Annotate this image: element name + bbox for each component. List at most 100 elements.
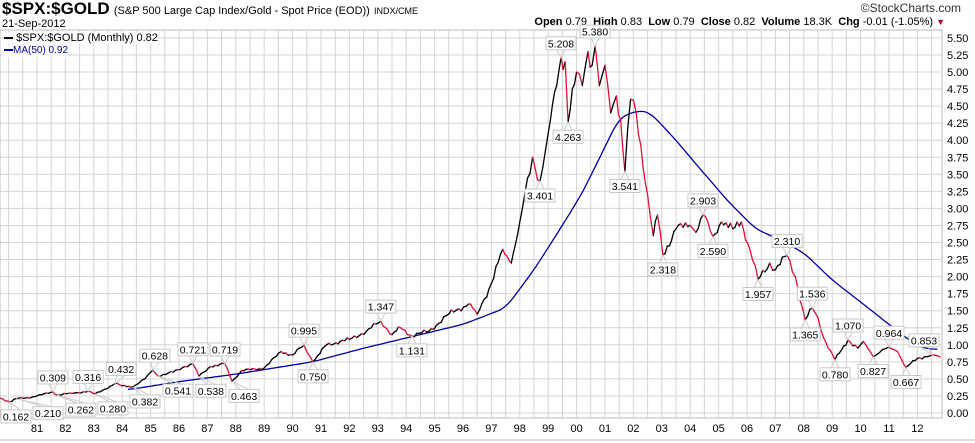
price-segment <box>529 156 534 174</box>
annotation-box <box>796 286 828 301</box>
annotation-label: 0.541 <box>165 386 191 398</box>
price-segment <box>692 228 697 233</box>
annotation-label: 0.667 <box>893 377 919 389</box>
x-tick-label: 86 <box>173 423 185 435</box>
price-segment <box>697 218 702 230</box>
price-segment <box>596 63 600 87</box>
price-segment <box>682 222 687 229</box>
annotation-pointer <box>150 361 160 372</box>
annotation-pointer <box>114 375 126 385</box>
price-annotation: 1.536 <box>796 286 828 310</box>
annotation-pointer <box>308 360 318 371</box>
price-segment <box>898 355 903 361</box>
annotation-label: 5.380 <box>582 27 608 39</box>
legend-price-label: $SPX:$GOLD (Monthly) 0.82 <box>16 32 158 44</box>
price-annotation: 1.957 <box>742 278 774 302</box>
price-segment <box>268 359 273 365</box>
annotation-label: 0.162 <box>3 411 29 423</box>
price-segment <box>901 359 905 366</box>
price-segment <box>581 67 586 87</box>
annotation-box <box>195 383 227 398</box>
price-segment <box>514 233 519 245</box>
annotation-label: 1.347 <box>368 302 394 314</box>
price-segment <box>460 306 465 312</box>
price-segment <box>144 374 149 380</box>
price-segment <box>229 374 233 383</box>
price-segment <box>849 341 854 347</box>
price-segment <box>470 303 474 310</box>
price-annotation: 5.380 <box>579 24 611 48</box>
brand-logo: ©StockCharts.com <box>860 1 961 15</box>
price-segment <box>294 348 298 355</box>
price-annotation: 0.964 <box>873 325 905 349</box>
annotation-label: 0.780 <box>822 369 848 381</box>
price-segment <box>695 228 699 233</box>
price-annotation: 0.262 <box>56 394 97 417</box>
price-segment <box>617 113 622 121</box>
price-annotation: 0.538 <box>195 375 227 398</box>
annotation-pointer <box>563 121 573 131</box>
annotation-label: 0.382 <box>132 396 158 408</box>
annotation-label: 2.590 <box>700 246 726 258</box>
price-annotation: 1.365 <box>789 318 821 342</box>
price-annotation: 1.347 <box>365 299 397 323</box>
annotation-label: 0.280 <box>100 403 126 415</box>
annotation-box <box>177 342 209 357</box>
price-segment <box>699 214 704 220</box>
price-segment <box>729 222 734 230</box>
price-segment <box>495 261 499 268</box>
price-segment <box>404 329 408 336</box>
annotation-pointer <box>9 400 21 411</box>
annotation-box <box>742 287 774 302</box>
x-tick-label: 85 <box>144 423 156 435</box>
annotation-box <box>162 383 194 398</box>
price-segment <box>319 348 323 355</box>
x-tick-label: 10 <box>854 423 866 435</box>
price-segment <box>305 349 310 356</box>
annotation-box <box>857 364 889 379</box>
price-segment <box>224 363 229 370</box>
annotation-box <box>687 193 719 208</box>
price-segment <box>440 316 445 323</box>
x-tick-label: 87 <box>201 423 213 435</box>
close-value: 0.82 <box>733 16 756 28</box>
annotation-box <box>97 401 129 416</box>
y-tick-label: 5.25 <box>947 50 968 62</box>
x-tick-label: 88 <box>230 423 242 435</box>
price-segment <box>675 224 680 230</box>
annotation-box <box>0 409 32 424</box>
price-segment <box>573 71 578 85</box>
annotation-label: 4.263 <box>555 132 581 144</box>
price-segment <box>635 112 640 136</box>
price-annotation: 0.382 <box>129 386 161 409</box>
price-segment <box>811 307 816 314</box>
annotation-pointer <box>901 366 911 376</box>
y-tick-label: 1.00 <box>947 340 968 352</box>
price-segment <box>640 144 644 168</box>
annotation-label: 1.536 <box>799 289 825 301</box>
price-segment <box>754 265 759 281</box>
annotation-label: 2.903 <box>690 196 716 208</box>
annotation-pointer <box>132 386 150 396</box>
annotation-label: 1.131 <box>399 345 425 357</box>
price-annotation: 0.432 <box>105 362 137 385</box>
x-tick-label: 09 <box>826 423 838 435</box>
price-segment <box>615 95 620 116</box>
price-segment <box>502 248 506 256</box>
annotation-box <box>228 388 260 403</box>
annotation-box <box>545 36 577 51</box>
x-tick-label: 11 <box>883 423 894 435</box>
price-segment <box>238 370 243 375</box>
annotation-box <box>288 323 320 338</box>
price-annotation: 0.210 <box>15 398 64 421</box>
x-tick-label: 95 <box>428 423 440 435</box>
low-label: Low <box>648 16 671 28</box>
chart-title: $SPX:$GOLD (S&P 500 Large Cap Index/Gold… <box>2 0 418 18</box>
price-segment <box>742 228 747 242</box>
y-tick-label: 4.75 <box>947 84 968 96</box>
annotation-pointer <box>556 49 566 59</box>
price-segment <box>610 103 615 114</box>
price-segment <box>512 243 517 254</box>
